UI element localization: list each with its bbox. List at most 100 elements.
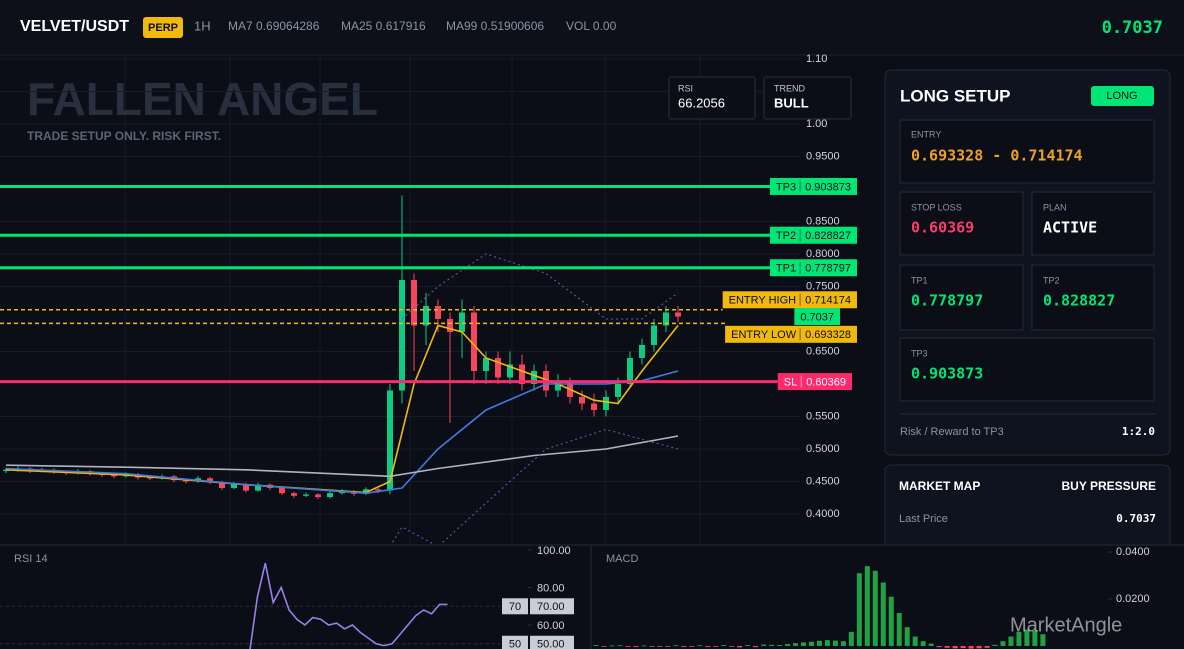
ma99: MA99 0.51900606	[446, 19, 544, 33]
level-label-box	[769, 226, 857, 244]
rr-label: Risk / Reward to TP3	[900, 426, 1004, 438]
macd-bar	[745, 645, 751, 646]
price-chart: 1.101.051.000.95000.85000.80000.75000.65…	[0, 53, 857, 545]
y-tick-label: 0.9500	[806, 150, 840, 162]
level-label-box	[769, 259, 857, 277]
rsi-title: RSI 14	[14, 553, 48, 565]
last-price: 0.7037	[1102, 18, 1163, 38]
macd-bar	[888, 596, 894, 646]
macd-bar	[689, 645, 695, 647]
candle-body	[519, 364, 525, 384]
tp3-box	[899, 337, 1155, 402]
macd-bar	[960, 645, 966, 649]
macd-bar	[840, 641, 846, 646]
candle-body	[315, 494, 321, 498]
y-tick-label: 0.6500	[806, 345, 840, 357]
ma7: MA7 0.69064286	[228, 19, 320, 33]
tp2-value: 0.828827	[1043, 292, 1115, 310]
candle-body	[591, 403, 597, 410]
macd-bar	[609, 645, 615, 647]
candle-body	[615, 383, 621, 397]
watermark-title: FALLEN ANGEL	[27, 73, 378, 125]
long-badge-text: LONG	[1106, 90, 1137, 102]
entry-label: ENTRY	[911, 129, 941, 139]
y-tick-label: 0.5000	[806, 443, 840, 455]
y-tick-box	[530, 635, 574, 649]
macd-bar	[856, 573, 862, 646]
lower-panels	[0, 545, 1184, 649]
macd-bar	[824, 640, 830, 646]
level-label: SL	[784, 376, 797, 388]
y-tick-box	[530, 598, 574, 615]
rsi-level-box	[502, 598, 528, 615]
tp2-box	[1031, 264, 1155, 331]
candle-body	[639, 344, 645, 358]
macd-bar	[968, 645, 974, 649]
macd-bar	[697, 645, 703, 647]
tp2-label: TP2	[1043, 275, 1060, 285]
candle-body	[207, 478, 213, 483]
market-map-title: MARKET MAP	[899, 479, 980, 493]
level-label: TP3	[776, 181, 796, 193]
macd-bar	[713, 645, 719, 647]
macd-bar	[1016, 631, 1022, 646]
macd-bar	[944, 645, 950, 648]
macd-bar	[864, 566, 870, 646]
vertical-grid	[124, 55, 701, 545]
level-value: 0.714174	[805, 295, 851, 307]
macd-bar	[872, 570, 878, 646]
candle-body	[375, 489, 381, 491]
trend-box-label: TREND	[774, 83, 805, 93]
macd-bar	[896, 613, 902, 646]
macd-bar	[832, 640, 838, 646]
candle-body	[675, 312, 681, 317]
macd-bar	[649, 645, 655, 647]
macd-bar	[912, 636, 918, 646]
macd-bar	[1008, 636, 1014, 646]
candle-body	[627, 357, 633, 384]
candles	[3, 195, 681, 500]
trend-box-value: BULL	[774, 95, 809, 110]
macd-bar	[880, 582, 886, 646]
macd-bar	[1040, 634, 1046, 646]
plan-value: ACTIVE	[1043, 219, 1097, 237]
moving-average	[401, 253, 679, 320]
macd-bar	[1032, 630, 1038, 646]
macd-bar	[657, 645, 663, 647]
moving-average	[5, 435, 679, 478]
rr-value: 1:2.0	[1122, 425, 1155, 438]
level-label: ENTRY HIGH	[729, 295, 796, 307]
macd-bar	[601, 645, 607, 647]
macd-bar	[936, 645, 942, 648]
rsi-level-label: 50	[509, 639, 521, 649]
rsi-level-label: 70	[509, 601, 521, 613]
candle-body	[183, 480, 189, 482]
level-label-box	[725, 325, 857, 343]
perp-badge	[143, 17, 183, 38]
entry-value: 0.693328 - 0.714174	[911, 147, 1083, 165]
plan-box	[1031, 191, 1155, 256]
candle-body	[483, 357, 489, 371]
macd-bar	[808, 641, 814, 646]
y-tick-label: 0.7500	[806, 280, 840, 292]
level-value: 0.7037	[800, 311, 834, 323]
candle-body	[243, 484, 249, 491]
candle-body	[507, 364, 513, 378]
perp-badge-text: PERP	[148, 22, 178, 34]
ma25: MA25 0.617916	[341, 19, 426, 33]
level-label: TP2	[776, 230, 796, 242]
macd-bar	[984, 645, 990, 648]
macd-bar	[1000, 641, 1006, 646]
rsi-box	[668, 76, 756, 120]
header-bar	[0, 0, 1184, 55]
last-price-label: Last Price	[899, 513, 948, 525]
interval[interactable]: 1H	[194, 18, 211, 33]
macd-bar	[848, 631, 854, 646]
candle-body	[423, 305, 429, 326]
level-label-box	[777, 373, 852, 391]
macd-bar	[920, 641, 926, 646]
macd-bar	[753, 645, 759, 648]
y-tick-label: 70.00	[537, 601, 565, 613]
